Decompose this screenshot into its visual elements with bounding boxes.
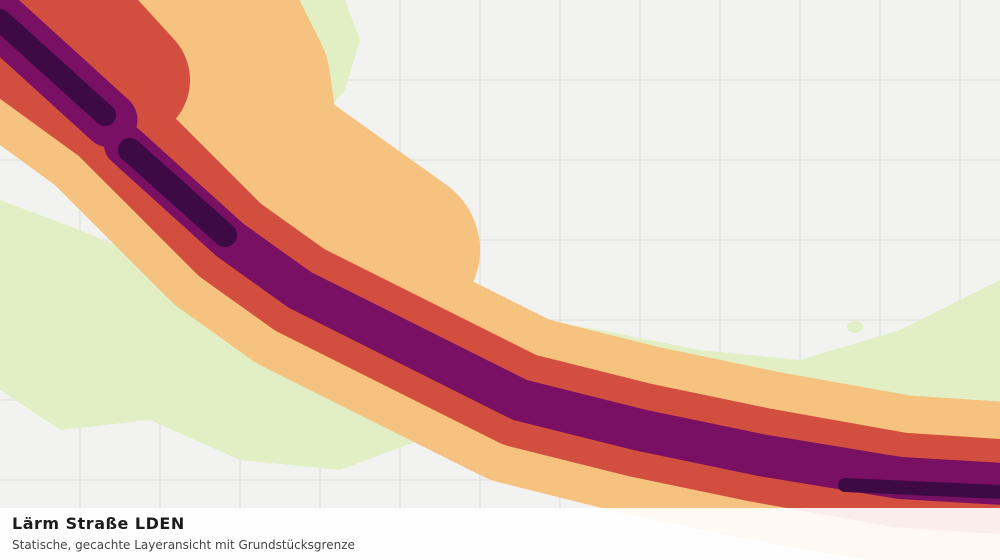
layer-title: Lärm Straße LDEN	[12, 514, 185, 533]
layer-subtitle: Statische, gecachte Layeransicht mit Gru…	[12, 538, 355, 552]
caption-panel: Lärm Straße LDEN Statische, gecachte Lay…	[0, 508, 1000, 560]
